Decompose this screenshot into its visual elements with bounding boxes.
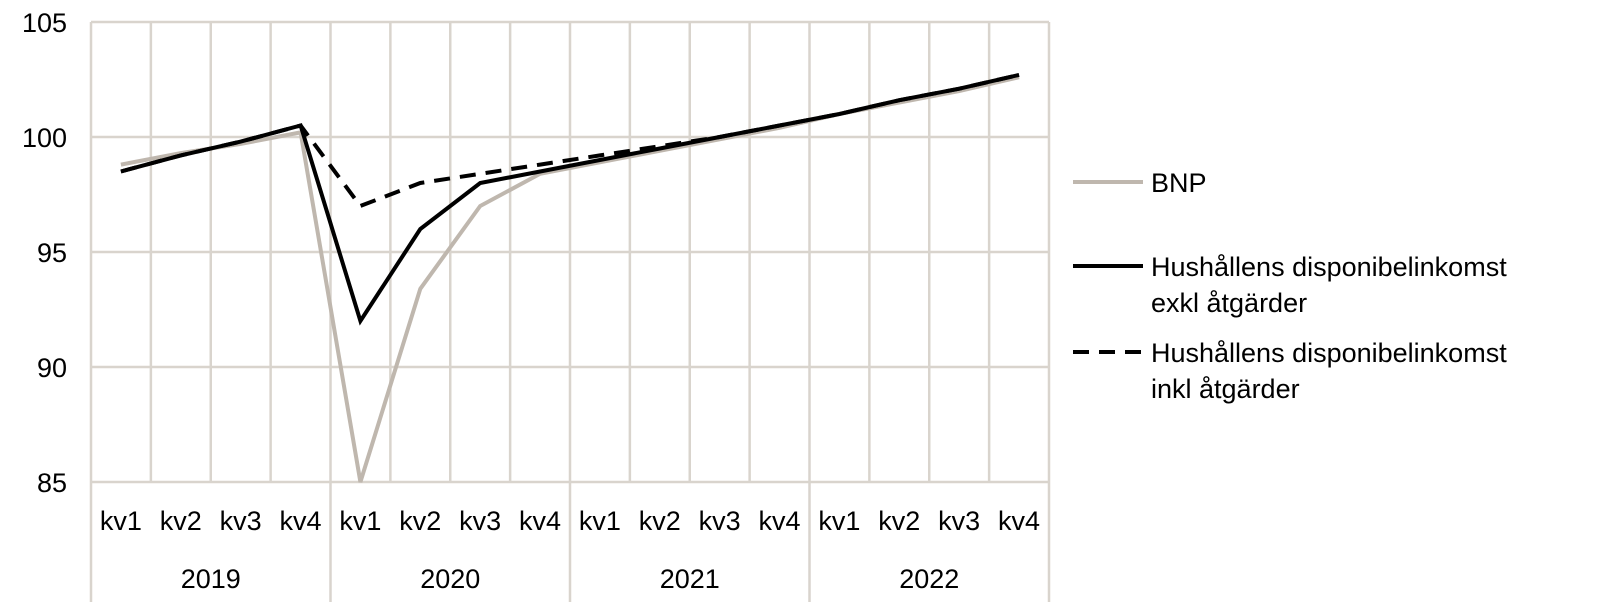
x-group-label: 2019 (181, 564, 241, 594)
x-tick-label: kv3 (459, 506, 501, 536)
x-tick-label: kv1 (339, 506, 381, 536)
x-group-label: 2021 (660, 564, 720, 594)
y-tick-label: 105 (22, 8, 67, 38)
chart-axis: 85 90 95 100 105 kv1 kv2 kv3 kv4 kv1 kv2 kv3 kv4 kv1 k… (22, 8, 1040, 594)
x-tick-label: kv3 (699, 506, 741, 536)
x-tick-label: kv1 (818, 506, 860, 536)
x-tick-label: kv2 (399, 506, 441, 536)
chart-grid (89, 20, 1051, 602)
series-line-3 (120, 72, 1020, 209)
x-tick-label: kv4 (280, 506, 322, 536)
x-tick-label: kv1 (579, 506, 621, 536)
y-tick-label: 85 (37, 468, 67, 498)
y-tick-label: 100 (22, 123, 67, 153)
legend-label-inkl-line2: inkl åtgärder (1151, 374, 1300, 404)
x-tick-label: kv3 (938, 506, 980, 536)
x-tick-label: kv1 (100, 506, 142, 536)
series-layer (120, 72, 1020, 483)
x-tick-label: kv4 (759, 506, 801, 536)
x-tick-label: kv4 (519, 506, 561, 536)
y-tick-label: 95 (37, 238, 67, 268)
legend-label-exkl-line1: Hushållens disponibelinkomst (1151, 252, 1507, 282)
x-tick-label: kv2 (878, 506, 920, 536)
x-tick-label: kv2 (160, 506, 202, 536)
legend-label-exkl-line2: exkl åtgärder (1151, 288, 1307, 318)
legend: BNP Hushållens disponibelinkomst exkl åt… (1073, 168, 1507, 404)
x-tick-label: kv3 (220, 506, 262, 536)
y-tick-label: 90 (37, 353, 67, 383)
x-tick-label: kv4 (998, 506, 1040, 536)
x-tick-label: kv2 (639, 506, 681, 536)
series-line-2 (120, 72, 1020, 326)
x-group-label: 2022 (899, 564, 959, 594)
legend-label-bnp: BNP (1151, 168, 1207, 198)
legend-label-inkl-line1: Hushållens disponibelinkomst (1151, 338, 1507, 368)
x-group-label: 2020 (420, 564, 480, 594)
